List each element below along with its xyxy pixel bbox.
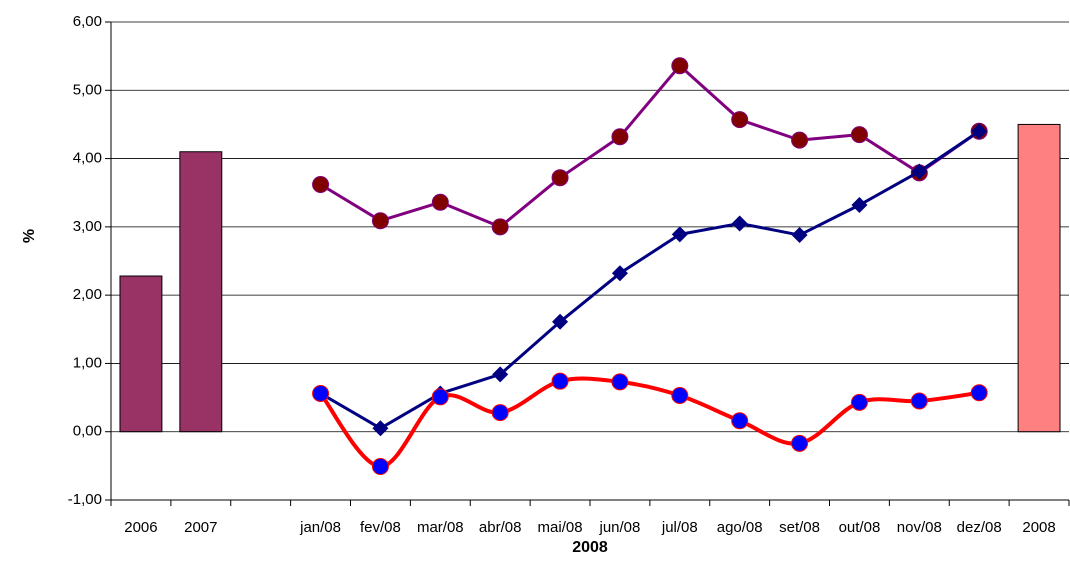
bar (1017, 123, 1061, 433)
marker (791, 131, 809, 149)
line (318, 376, 980, 469)
y-tick-label: 5,00 (73, 81, 102, 98)
marker (671, 387, 689, 405)
marker (731, 412, 749, 430)
marker (371, 212, 389, 230)
marker (491, 404, 509, 422)
x-tick-label: 2007 (184, 519, 217, 536)
marker (850, 126, 868, 144)
marker (671, 226, 688, 243)
x-tick-label: jul/08 (661, 519, 698, 536)
marker (312, 176, 330, 194)
x-tick-label: out/08 (839, 519, 881, 536)
y-tick-label: 4,00 (73, 150, 102, 167)
marker (551, 372, 569, 390)
y-tick-label: -1,00 (68, 491, 102, 508)
x-tick-label: jan/08 (299, 519, 341, 536)
x-tick-label: 2006 (124, 519, 157, 536)
y-tick-label: 2,00 (73, 286, 102, 303)
marker (552, 313, 569, 330)
marker (611, 128, 629, 146)
line (319, 130, 981, 430)
marker (671, 57, 689, 75)
x-tick-label: dez/08 (957, 519, 1002, 536)
x-tick-label: mar/08 (417, 519, 464, 536)
marker (850, 393, 868, 411)
x-tick-label: nov/08 (897, 519, 942, 536)
marker (731, 215, 748, 232)
y-tick-label: 3,00 (73, 218, 102, 235)
x-tick-label: fev/08 (360, 519, 401, 536)
x-tick-label: abr/08 (479, 519, 522, 536)
x-tick-label: ago/08 (717, 519, 763, 536)
y-tick-label: 1,00 (73, 354, 102, 371)
marker (611, 373, 629, 391)
marker (491, 218, 509, 236)
marker (910, 392, 928, 410)
marker (431, 193, 449, 211)
marker (611, 265, 628, 282)
marker (970, 384, 988, 402)
marker (911, 163, 928, 180)
x-tick-label: 2008 (1022, 519, 1055, 536)
marker (791, 227, 808, 244)
x-axis-title: 2008 (572, 539, 608, 556)
marker (851, 197, 868, 214)
bar (179, 151, 223, 433)
marker (371, 458, 389, 476)
marker (551, 169, 569, 187)
x-tick-label: set/08 (779, 519, 820, 536)
x-tick-label: mai/08 (538, 519, 583, 536)
line (319, 64, 981, 229)
marker (492, 366, 509, 383)
x-tick-label: jun/08 (599, 519, 641, 536)
marker (791, 434, 809, 452)
marker (971, 123, 988, 140)
marker (372, 420, 389, 437)
marker (731, 111, 749, 129)
marker (312, 384, 330, 402)
marker (431, 388, 449, 406)
bar (119, 275, 163, 433)
y-tick-label: 0,00 (73, 423, 102, 440)
y-tick-label: 6,00 (73, 13, 102, 30)
y-axis-title: % (21, 229, 38, 243)
